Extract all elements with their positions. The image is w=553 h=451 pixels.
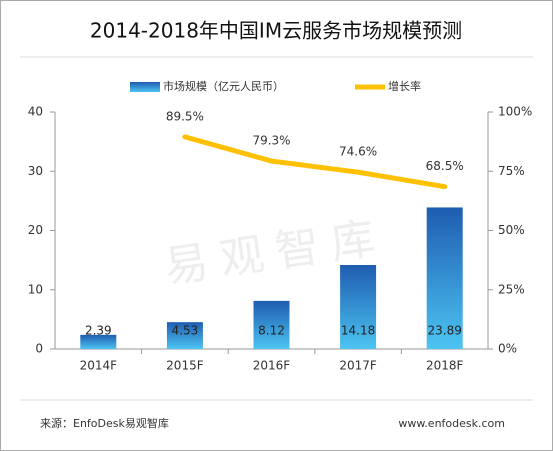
bar [426,207,463,349]
bar [80,334,117,349]
source: 来源：EnfoDesk易观智库 [40,416,169,430]
bar [340,264,377,349]
x-tick-label: 2014F [80,359,118,373]
y-tick-label: 30 [28,164,43,178]
x-tick-label: 2018F [426,359,464,373]
legend-swatch [130,82,160,92]
y-tick-label: 20 [28,223,43,237]
bar-label: 8.12 [258,324,285,338]
line-label: 79.3% [252,134,290,148]
bar-label: 4.53 [172,324,199,338]
y-tick-label: 10 [28,282,43,296]
line-label: 68.5% [426,159,464,173]
website: www.enfodesk.com [398,417,505,430]
line-label: 89.5% [166,109,204,123]
bar [253,300,290,349]
legend-label: 市场规模（亿元人民币） [163,79,284,93]
y2-tick-label: 50% [498,223,525,237]
x-tick-label: 2017F [339,359,377,373]
legend-label: 增长率 [388,79,421,93]
bar-label: 23.89 [428,324,462,338]
bar [166,322,203,349]
y-tick-label: 40 [28,105,43,119]
bar-label: 14.18 [341,324,375,338]
x-tick-label: 2015F [166,359,204,373]
y2-tick-label: 25% [498,282,525,296]
y-tick-label: 0 [35,342,43,356]
y2-tick-label: 100% [498,105,532,119]
chart-title: 2014-2018年中国IM云服务市场规模预测 [90,19,462,43]
y2-tick-label: 0% [498,342,517,356]
x-tick-label: 2016F [253,359,291,373]
line [182,134,448,190]
y2-tick-label: 75% [498,164,525,178]
bar-label: 2.39 [85,324,112,338]
line-label: 74.6% [339,145,377,159]
